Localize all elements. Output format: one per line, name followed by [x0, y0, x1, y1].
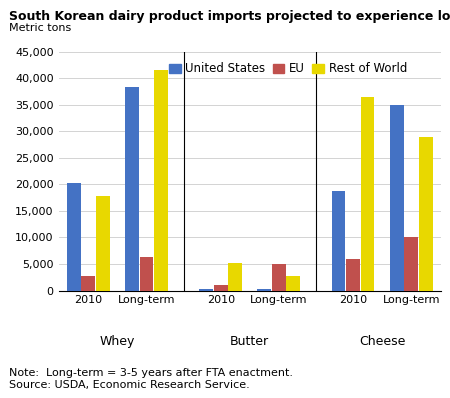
- Bar: [404, 237, 418, 291]
- Text: South Korean dairy product imports projected to experience long-term growth: South Korean dairy product imports proje…: [9, 10, 450, 23]
- Bar: [257, 289, 271, 291]
- Bar: [390, 105, 404, 291]
- Bar: [81, 276, 95, 291]
- Bar: [419, 137, 432, 291]
- Bar: [287, 276, 300, 291]
- Text: Whey: Whey: [100, 335, 135, 348]
- Text: Cheese: Cheese: [359, 335, 405, 348]
- Bar: [228, 263, 242, 291]
- Bar: [67, 183, 81, 291]
- Bar: [360, 97, 374, 291]
- Bar: [140, 257, 153, 291]
- Legend: United States, EU, Rest of World: United States, EU, Rest of World: [164, 58, 412, 80]
- Bar: [154, 70, 168, 291]
- Bar: [199, 289, 213, 291]
- Text: Metric tons: Metric tons: [9, 23, 71, 33]
- Bar: [272, 264, 286, 291]
- Text: Butter: Butter: [230, 335, 269, 348]
- Bar: [346, 259, 360, 291]
- Text: Note:  Long-term = 3-5 years after FTA enactment.
Source: USDA, Economic Researc: Note: Long-term = 3-5 years after FTA en…: [9, 369, 293, 390]
- Bar: [214, 285, 228, 291]
- Bar: [125, 87, 139, 291]
- Bar: [332, 191, 346, 291]
- Bar: [96, 196, 110, 291]
